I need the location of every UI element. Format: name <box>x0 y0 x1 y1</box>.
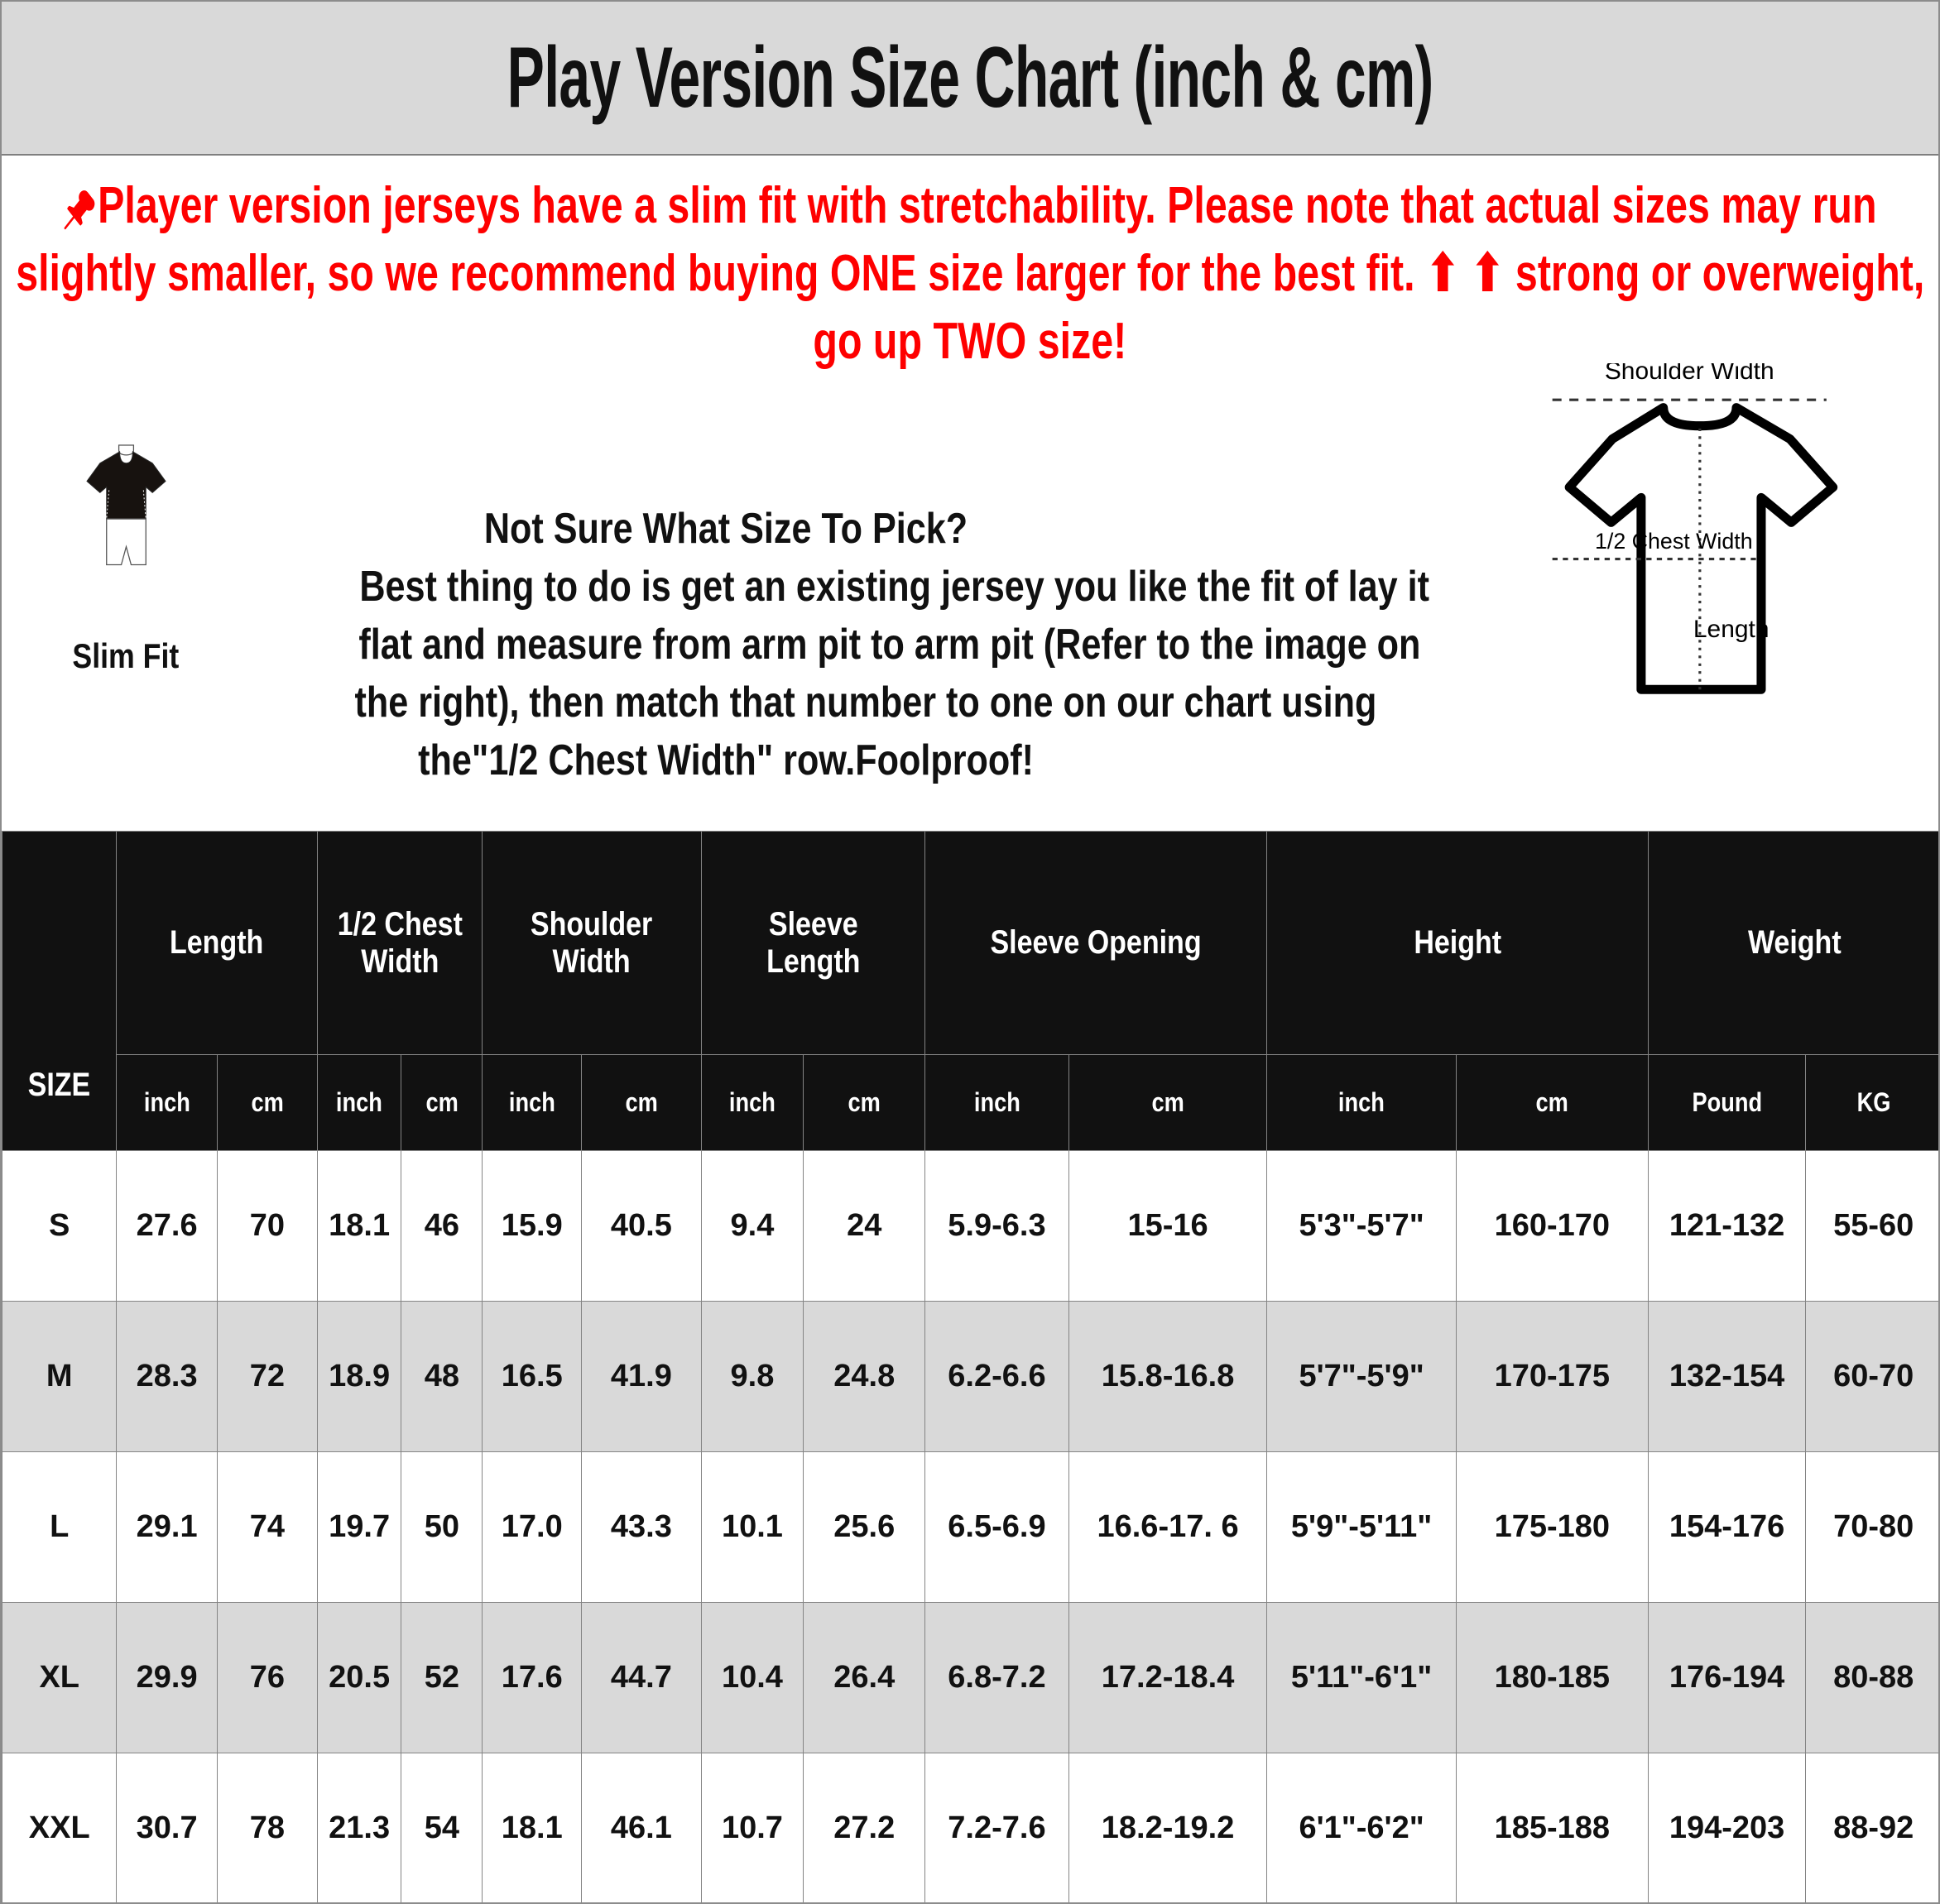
svg-text:Shoulder Width: Shoulder Width <box>1605 363 1774 385</box>
svg-text:1/2 Chest Width: 1/2 Chest Width <box>1595 529 1753 554</box>
svg-text:Length: Length <box>1693 616 1770 643</box>
